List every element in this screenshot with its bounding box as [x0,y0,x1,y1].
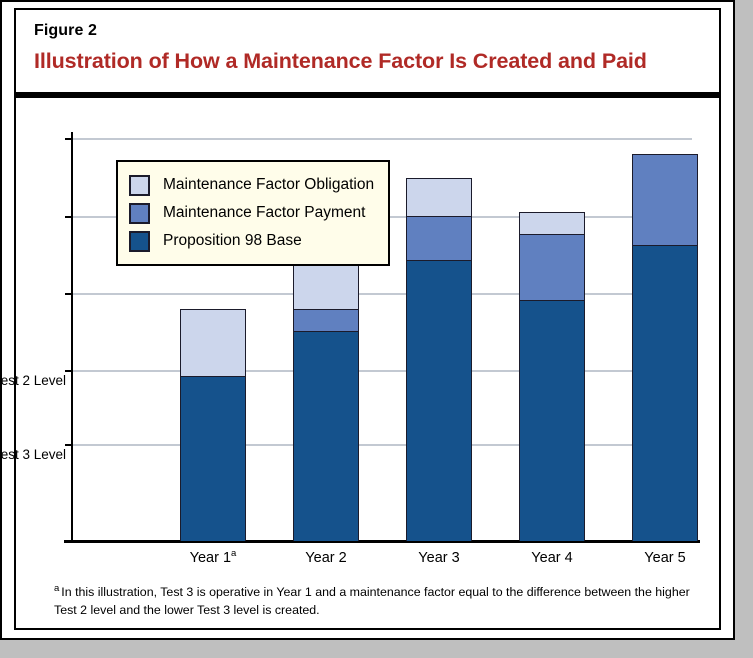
bar-segment-payment [406,216,472,260]
chart-legend: Maintenance Factor Obligation Maintenanc… [116,160,391,266]
y-tick [65,293,73,295]
legend-item-payment: Maintenance Factor Payment [129,199,374,227]
y-tick [65,138,73,140]
y-tick [65,216,73,218]
x-axis-label-year-1: Year 1a [153,548,273,566]
legend-label-base: Proposition 98 Base [163,232,302,250]
legend-label-obligation: Maintenance Factor Obligation [163,176,375,194]
bar-segment-base [293,331,359,541]
bar-year-1[interactable]: Year 1a [180,309,246,566]
x-axis-label-year-3: Year 3 [379,550,499,566]
bar-year-2[interactable]: Year 2 [293,251,359,566]
bar-year-4[interactable]: Year 4 [519,212,585,566]
figure-header: Figure 2 Illustration of How a Maintenan… [16,10,719,98]
bar-segment-payment [519,234,585,300]
figure-title: Illustration of How a Maintenance Factor… [34,49,647,73]
bar-segment-base [180,376,246,541]
x-axis-label-year-2: Year 2 [266,550,386,566]
x-axis-label-footnote-marker: a [231,548,237,560]
plot-area: Test 2 Level Test 3 Level Year 1a Year [0,132,700,566]
bar-segment-obligation [180,309,246,376]
bar-segment-obligation [406,178,472,216]
bar-year-5[interactable]: Year 5 [632,154,698,566]
x-axis-line [64,540,700,543]
footnote-text: In this illustration, Test 3 is operativ… [54,585,690,617]
y-tick [65,444,73,446]
legend-label-payment: Maintenance Factor Payment [163,204,366,222]
y-axis-label-test2: Test 2 Level [0,373,66,388]
y-axis-line [71,132,73,541]
figure-footnote: a In this illustration, Test 3 is operati… [54,584,694,619]
legend-item-base: Proposition 98 Base [129,227,374,255]
footnote-marker: a [54,582,60,594]
legend-swatch-payment [129,202,150,224]
legend-swatch-obligation [129,174,150,196]
y-axis-label-test3: Test 3 Level [0,447,66,462]
bar-year-3[interactable]: Year 3 [406,178,472,566]
y-tick [65,370,73,372]
x-axis-label-text: Year 2 [305,550,347,566]
x-axis-label-year-4: Year 4 [492,550,612,566]
figure-card: Figure 2 Illustration of How a Maintenan… [0,8,721,630]
figure-outer-frame: Figure 2 Illustration of How a Maintenan… [0,0,735,640]
bar-segment-base [632,245,698,541]
bar-segment-payment [632,154,698,245]
gridline [65,293,692,295]
bar-segment-payment [293,309,359,331]
figure-number: Figure 2 [34,22,98,39]
bar-segment-base [519,300,585,541]
bar-segment-obligation [519,212,585,234]
gridline: Test 3 Level [0,444,692,461]
x-axis-label-text: Year 3 [418,550,460,566]
chart-region: Test 2 Level Test 3 Level Year 1a Year [0,98,719,628]
x-axis-label-year-5: Year 5 [605,550,725,566]
legend-swatch-base [129,230,150,252]
x-axis-label-text: Year 1 [189,550,232,566]
bar-segment-base [406,260,472,541]
gridline [65,138,692,140]
legend-item-obligation: Maintenance Factor Obligation [129,171,374,199]
gridline: Test 2 Level [0,370,692,387]
x-axis-label-text: Year 4 [531,550,573,566]
x-axis-label-text: Year 5 [644,550,686,566]
